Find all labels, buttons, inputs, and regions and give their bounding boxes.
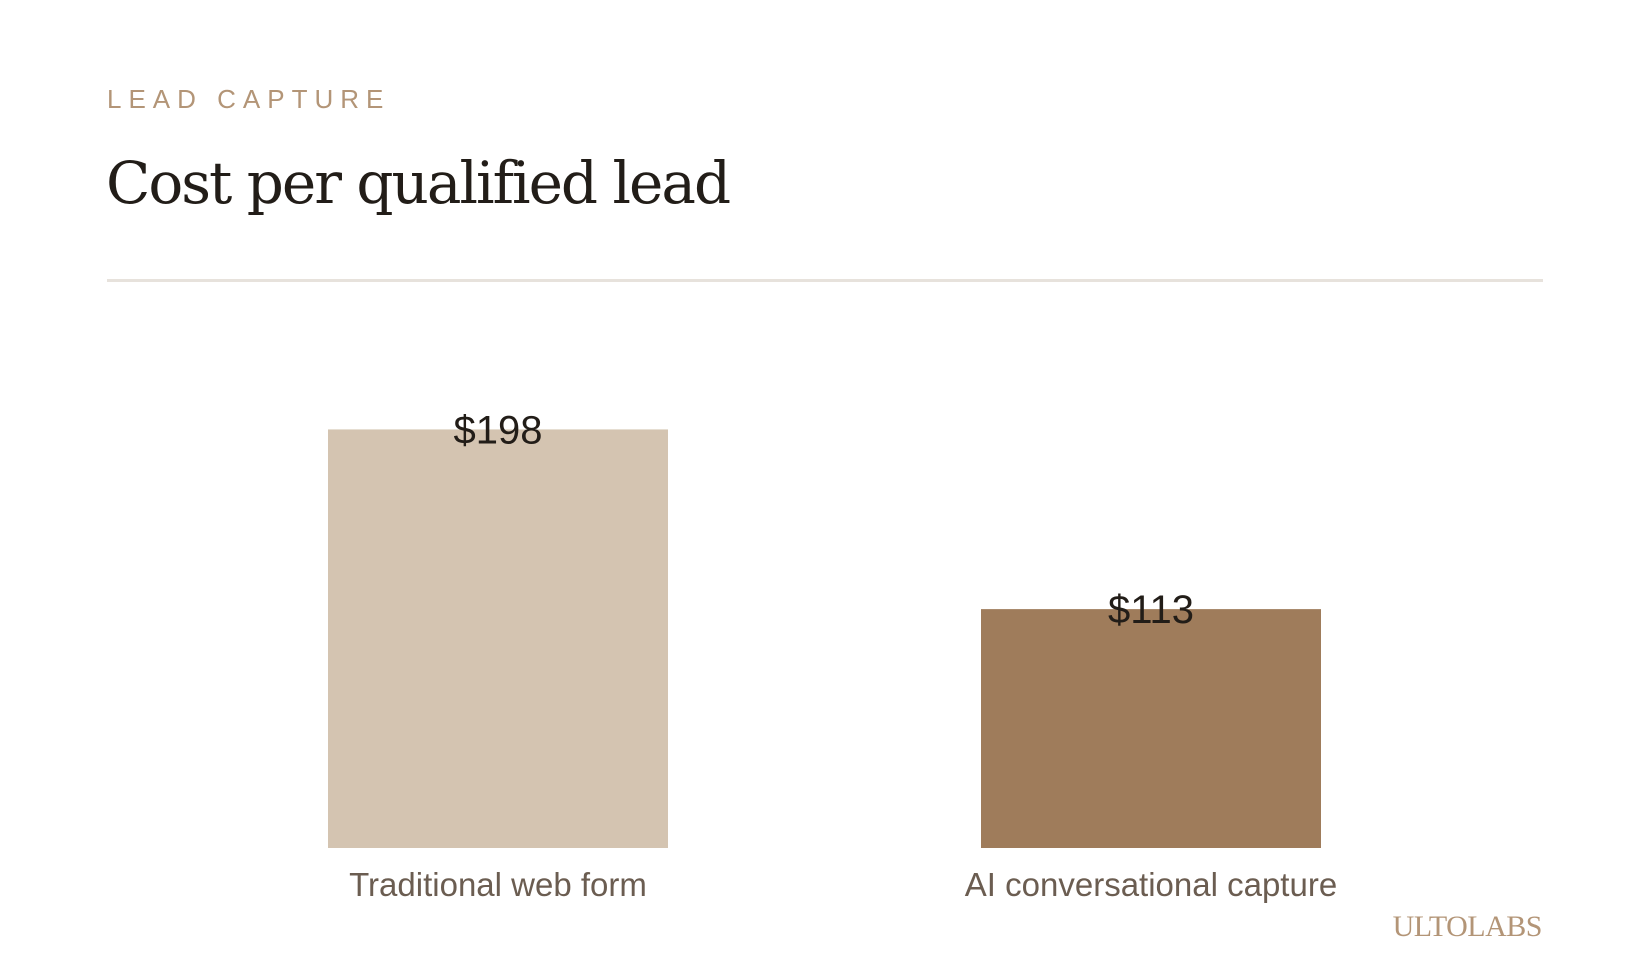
eyebrow-label: LEAD CAPTURE (107, 84, 391, 114)
value-label-2: $113 (1108, 588, 1194, 632)
page-title: Cost per qualified lead (106, 149, 731, 217)
category-label-1: Traditional web form (349, 866, 647, 903)
bar-1 (328, 429, 668, 848)
category-label-2: AI conversational capture (965, 866, 1337, 903)
bars-layer: $198 Traditional web form $113 AI conversat… (328, 408, 1337, 903)
value-label-1: $198 (454, 408, 543, 452)
bar-2 (981, 609, 1321, 848)
header-divider (107, 279, 1543, 282)
brand-logo: ULTOLABS (1392, 910, 1543, 943)
